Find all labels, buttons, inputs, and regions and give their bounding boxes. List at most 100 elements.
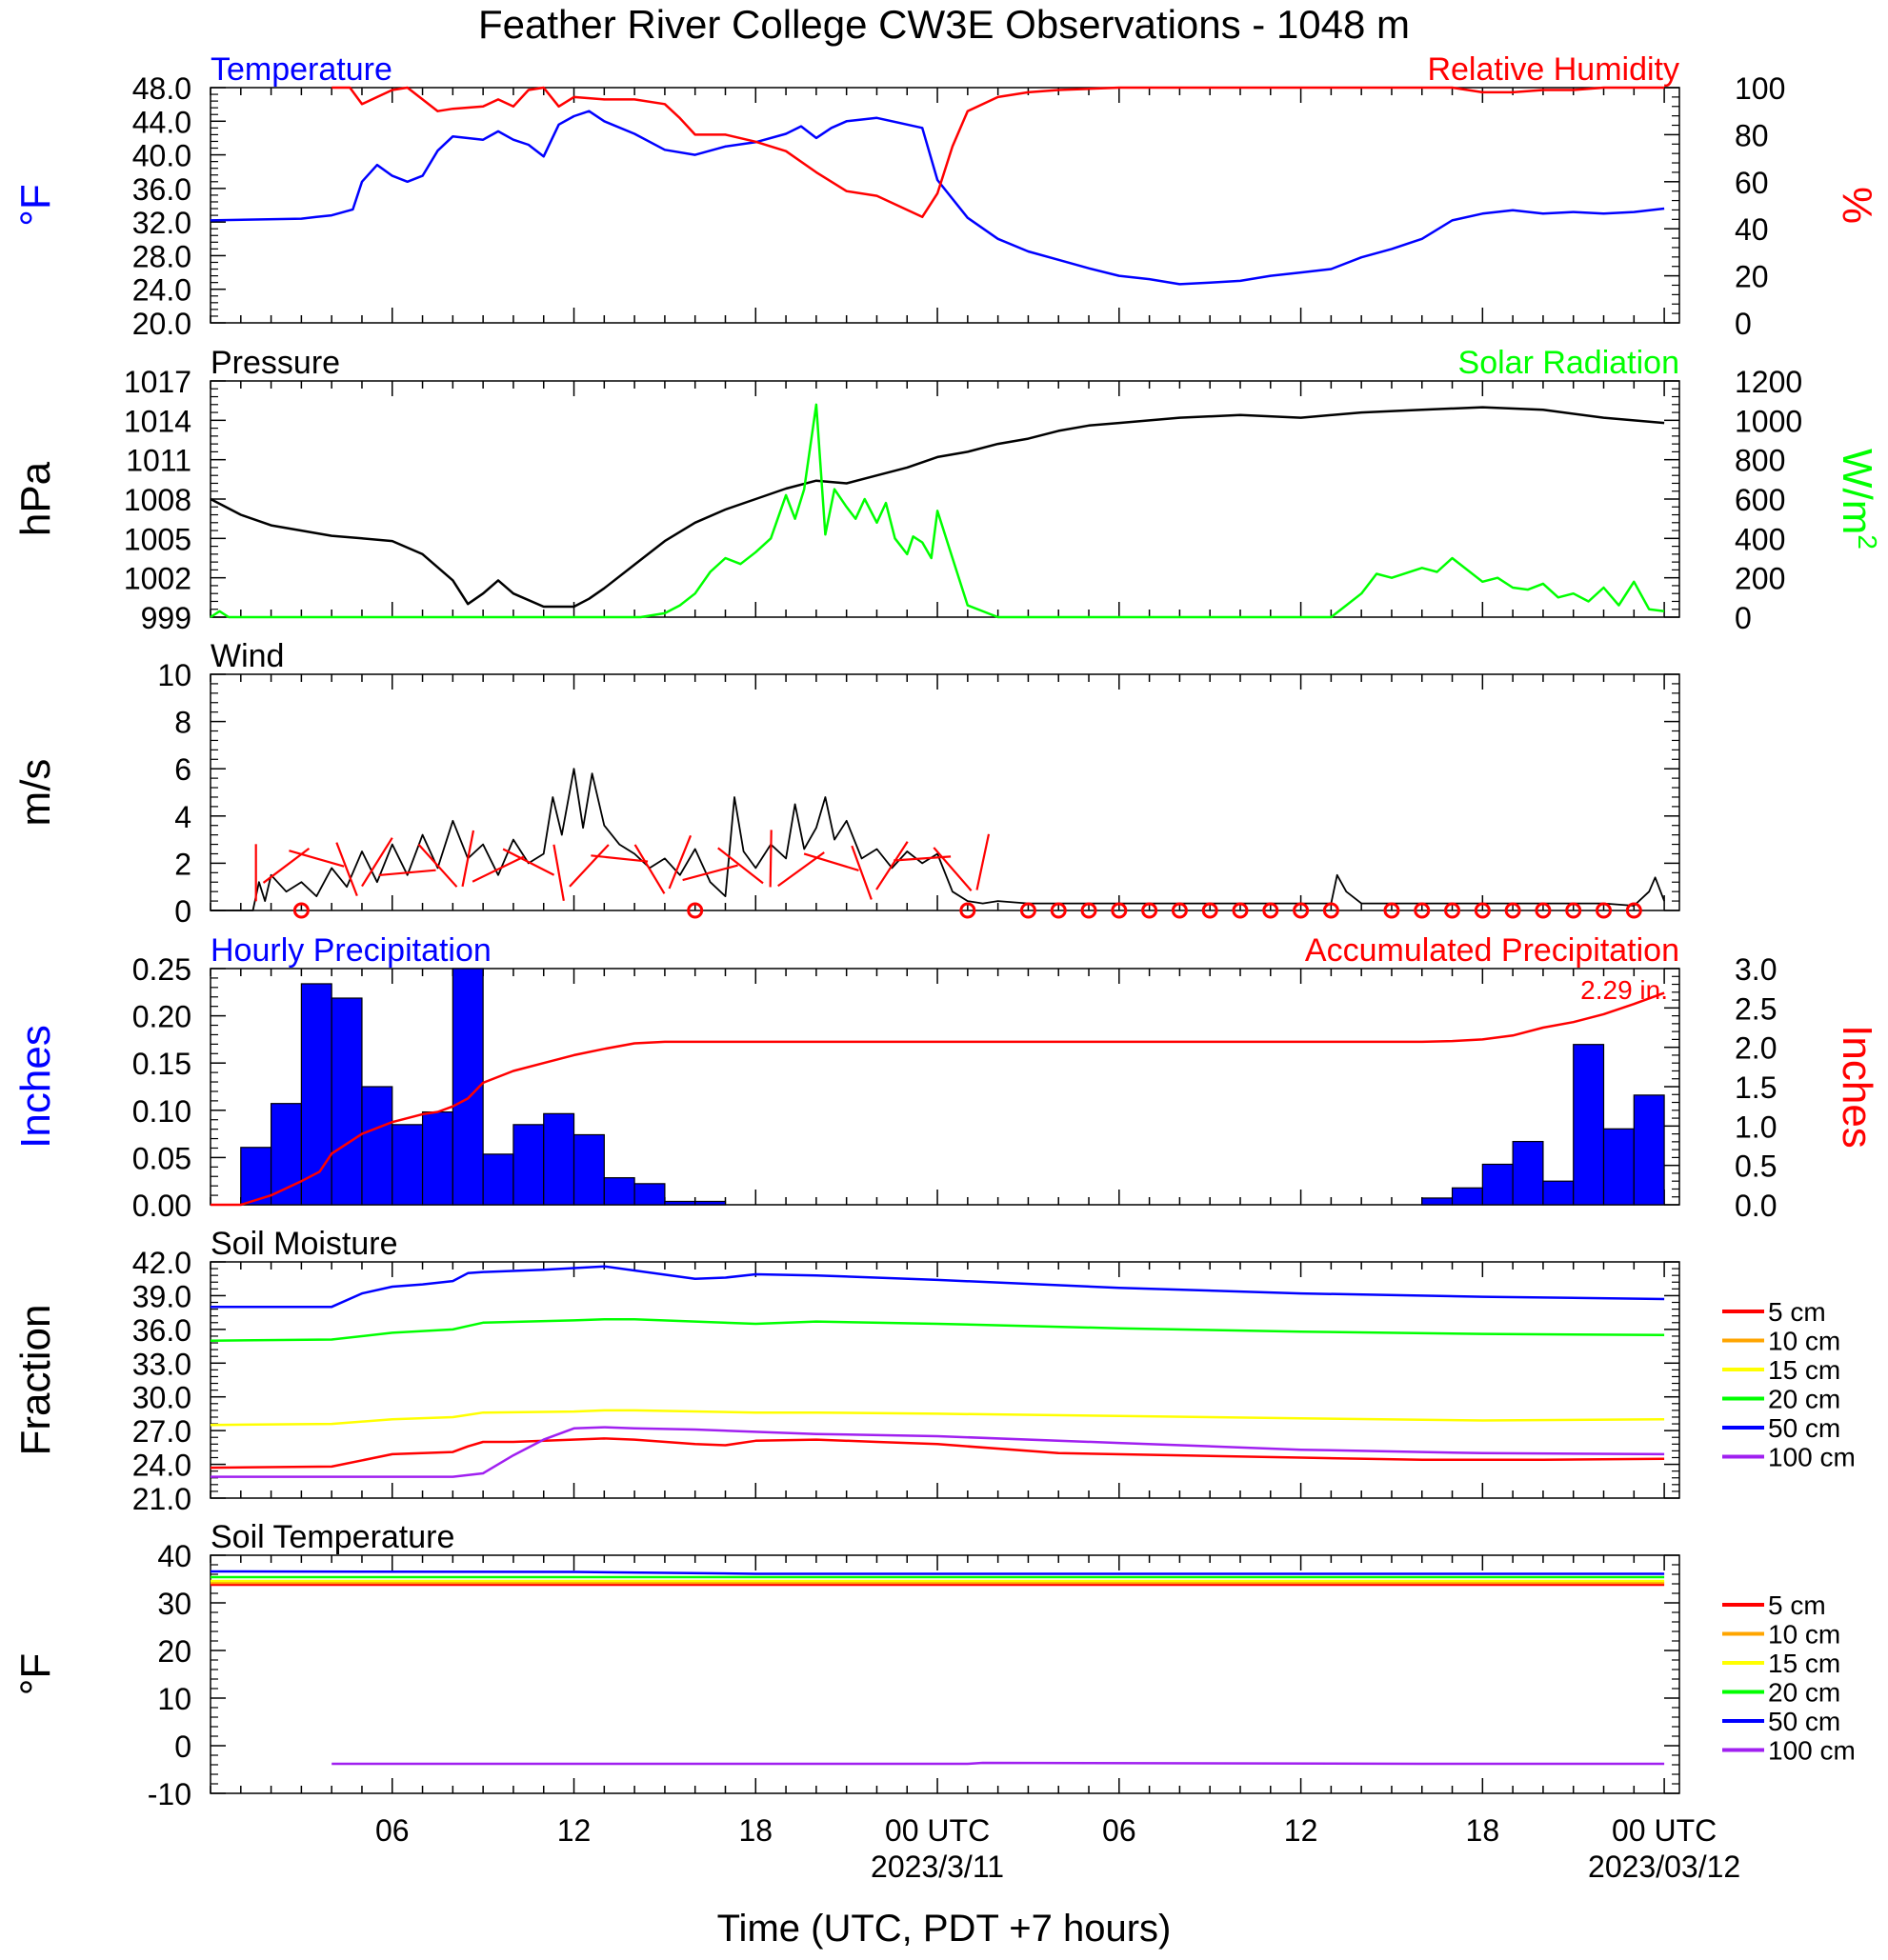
- panel-title-left: Hourly Precipitation: [211, 932, 492, 969]
- legend-label: 5 cm: [1768, 1590, 1826, 1620]
- y-tick-label: 33.0: [132, 1347, 191, 1381]
- calm-wind-marker: [1262, 902, 1279, 919]
- precip-bar: [603, 1177, 635, 1206]
- series-line-temperature: [210, 110, 1665, 286]
- wind-barb: [975, 833, 991, 890]
- wind-barb: [552, 844, 565, 902]
- y-tick-label-right: 20: [1735, 260, 1769, 294]
- y-tick-label-right: 2.5: [1735, 991, 1777, 1026]
- wind-barb: [289, 850, 345, 868]
- y-tick-label-right: 1.5: [1735, 1070, 1777, 1105]
- y-tick-label: 4: [174, 800, 191, 834]
- panel-title-left: Pressure: [211, 345, 340, 381]
- wind-barb: [472, 855, 525, 883]
- legend-label: 20 cm: [1768, 1385, 1840, 1414]
- y-tick-label-right: 800: [1735, 444, 1785, 478]
- precip-bar: [1602, 1128, 1635, 1206]
- y-axis-label: Inches: [12, 1025, 59, 1149]
- precip-bar: [270, 1103, 302, 1206]
- precip-bar: [1573, 1044, 1605, 1206]
- y-axis-label: Fraction: [12, 1305, 59, 1456]
- calm-wind-marker: [1080, 902, 1097, 919]
- y-tick-label: 39.0: [132, 1279, 191, 1313]
- legend-label: 15 cm: [1768, 1649, 1840, 1678]
- y-tick-label-right: 0: [1735, 307, 1752, 341]
- y-tick-label: 40.0: [132, 139, 191, 173]
- panel-2: Pressure Solar Radiation 999 1002 1005 1008 10…: [12, 345, 1882, 635]
- y-tick-label: 10: [157, 1682, 191, 1716]
- series-line-5cm: [210, 1437, 1665, 1470]
- figure-title: Feather River College CW3E Observations …: [478, 2, 1410, 47]
- y-tick-label: 40: [157, 1539, 191, 1573]
- unit-superscript: 2: [1853, 534, 1882, 550]
- calm-wind-marker: [1535, 902, 1552, 919]
- x-tick-label: 18: [1466, 1813, 1500, 1848]
- wind-barb: [933, 847, 973, 891]
- wind-barb: [769, 830, 773, 888]
- y-tick-label: 0.25: [132, 952, 191, 987]
- series-line-50cm: [210, 1570, 1665, 1575]
- legend-label: 5 cm: [1768, 1297, 1826, 1327]
- y-tick-label-right: 1.0: [1735, 1110, 1777, 1144]
- panel-title-left: Wind: [211, 638, 284, 674]
- y-tick-label-right: 1000: [1735, 404, 1802, 438]
- precip-bar: [482, 1153, 514, 1206]
- series-line-humidity: [331, 86, 1665, 219]
- series-line-100cm: [331, 1761, 1665, 1766]
- legend-label: 10 cm: [1768, 1620, 1840, 1650]
- series-line-pressure: [210, 406, 1665, 609]
- y-tick-label: 28.0: [132, 239, 191, 273]
- wind-barb: [361, 837, 393, 888]
- y-tick-label: 20: [157, 1634, 191, 1669]
- plot-frame: [210, 87, 1680, 324]
- y-axis-label-right: %: [1834, 187, 1880, 224]
- panel-title-left: Temperature: [211, 51, 392, 88]
- calm-wind-marker: [1565, 902, 1582, 919]
- calm-wind-marker: [1322, 902, 1339, 919]
- panel-title-right: Accumulated Precipitation: [1305, 932, 1679, 969]
- calm-wind-marker: [1596, 902, 1613, 919]
- calm-wind-marker: [687, 902, 704, 919]
- y-axis-label: hPa: [12, 461, 59, 536]
- wind-barb: [668, 834, 693, 890]
- precip-bar: [331, 997, 363, 1206]
- x-tick-label: 12: [1284, 1813, 1318, 1848]
- panel-1: Temperature Relative Humidity 20.024.028.0…: [12, 51, 1880, 341]
- series-line-20cm: [210, 1317, 1665, 1342]
- x-axis-label: Time (UTC, PDT +7 hours): [717, 1908, 1172, 1950]
- calm-wind-marker: [1111, 902, 1128, 919]
- precip-bar: [1512, 1140, 1544, 1206]
- calm-wind-marker: [1141, 902, 1158, 919]
- y-tick-label-right: 80: [1735, 118, 1769, 152]
- x-tick-label: 06: [375, 1813, 410, 1848]
- y-tick-label: 6: [174, 752, 191, 787]
- y-tick-label: 48.0: [132, 71, 191, 106]
- wind-barb: [461, 830, 475, 888]
- legend-label: 10 cm: [1768, 1327, 1840, 1356]
- x-tick-label: 00 UTC: [1612, 1813, 1717, 1848]
- y-tick-label: 30.0: [132, 1381, 191, 1415]
- wind-barb: [502, 848, 555, 876]
- calm-wind-marker: [1474, 902, 1491, 919]
- series-line-50cm: [211, 1265, 1665, 1309]
- series-line-wind: [211, 768, 1665, 911]
- precip-bar: [664, 1200, 696, 1206]
- calm-wind-marker: [1019, 902, 1036, 919]
- panel-5: Soil Moisture 21.024.027.030.033.036.039.…: [12, 1226, 1856, 1516]
- legend-label: 100 cm: [1768, 1443, 1856, 1472]
- y-tick-label: 0.20: [132, 1000, 191, 1034]
- y-axis-label: °F: [12, 184, 59, 226]
- accum-total-annotation: 2.29 in.: [1580, 975, 1668, 1005]
- calm-wind-marker: [959, 902, 976, 919]
- y-tick-label-right: 400: [1735, 522, 1785, 556]
- y-tick-label: 21.0: [132, 1482, 191, 1516]
- panels: Temperature Relative Humidity20.024.028.0…: [12, 51, 1882, 1884]
- calm-wind-marker: [1293, 902, 1310, 919]
- y-tick-label: 20.0: [132, 307, 191, 341]
- y-tick-label: 10: [157, 658, 191, 692]
- y-tick-label: 0.15: [132, 1047, 191, 1081]
- precip-bar: [1481, 1163, 1514, 1206]
- precip-bar: [361, 1086, 393, 1206]
- y-tick-label: 0.00: [132, 1189, 191, 1223]
